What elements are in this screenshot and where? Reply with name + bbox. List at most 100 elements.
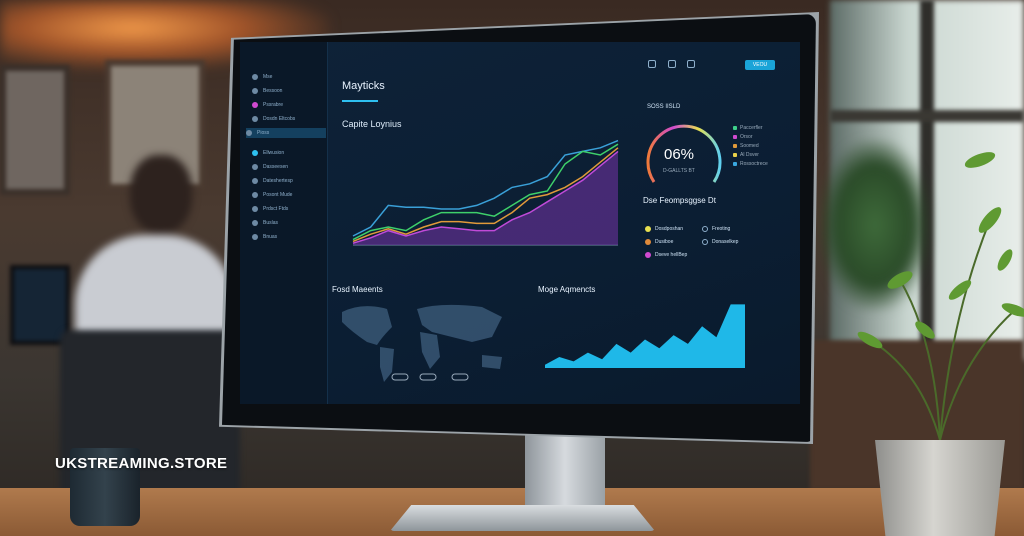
main-chart-title: Capite Loynius (342, 119, 402, 129)
status-dot-icon (645, 252, 651, 258)
status-dot-icon (645, 239, 651, 245)
sidebar-item-icon (252, 116, 258, 122)
sidebar-item[interactable]: Bnuas (252, 232, 277, 242)
sidebar-item-label: Dateshertesp (263, 178, 293, 184)
legend-label: Al Dsver (740, 152, 759, 158)
page-title: Mayticks (342, 80, 385, 92)
sidebar-item-label: Dosdn Eltcobs (263, 116, 296, 122)
list-item[interactable]: Freoting (702, 226, 730, 232)
sidebar-item-label: Dasseesen (263, 164, 289, 170)
sidebar-item-icon (252, 102, 258, 108)
dashboard-screen: Mse Bessoon Pssrabre Dosdn Eltcobs Pioss Ellw… (240, 42, 800, 404)
world-map (342, 304, 502, 382)
sidebar-item[interactable]: Bessoon (252, 86, 282, 96)
sidebar-item-label: Ellwusion (263, 150, 285, 156)
refresh-icon[interactable] (648, 60, 656, 68)
monitor-stand (525, 425, 605, 513)
sidebar-item-label: Bessoon (263, 88, 283, 94)
sidebar-item[interactable]: Posont Mude (252, 190, 292, 200)
legend-label: Paccerfler (740, 125, 763, 131)
legend-swatch (733, 135, 737, 139)
legend-label: Rossoctrece (740, 161, 768, 167)
legend-label: Orsor (740, 134, 753, 140)
sidebar-item[interactable]: Dasseesen (252, 162, 288, 172)
sidebar-item[interactable]: Buslas (252, 218, 278, 228)
sidebar-item[interactable]: Prdsct Ftds (252, 204, 288, 214)
blue-area-chart (545, 304, 745, 368)
background-plant (820, 140, 930, 310)
sidebar-item[interactable]: Mse (252, 72, 272, 82)
legend-swatch (733, 126, 737, 130)
trend-area (545, 304, 745, 368)
sidebar-item-icon (252, 220, 258, 226)
gauge-legend-item: Rossoctrece (733, 161, 768, 167)
potted-plant (857, 152, 1024, 441)
area-fill (353, 151, 618, 245)
sidebar-item-icon (246, 130, 252, 136)
sidebar-item-label: Buslas (263, 220, 279, 226)
sidebar-item-icon (252, 74, 258, 80)
status-dot-icon (645, 226, 651, 232)
list-item[interactable]: Dosdposhan (645, 226, 683, 232)
background-monitor (10, 265, 70, 345)
status-dot-icon (702, 226, 708, 232)
sidebar-item-label: Bnuas (263, 234, 278, 240)
sidebar-item-label: Posont Mude (263, 192, 293, 198)
sidebar-item-icon (252, 178, 258, 184)
series-line-orange (352, 147, 619, 243)
sidebar-item[interactable]: Dosdn Eltcobs (252, 114, 295, 124)
sidebar-item[interactable]: Pssrabre (252, 100, 283, 110)
sidebar-item-label: Pioss (257, 130, 270, 136)
sidebar-item[interactable]: Dateshertesp (252, 176, 293, 186)
sidebar-item[interactable]: Ellwusion (252, 148, 284, 158)
gauge-chart (646, 124, 722, 183)
series-line-green (352, 143, 619, 241)
legend-swatch (733, 153, 737, 157)
window-frame (830, 110, 1024, 122)
sidebar: Mse Bessoon Pssrabre Dosdn Eltcobs Pioss Ellw… (240, 42, 328, 404)
sidebar-item-icon (252, 206, 258, 212)
legend-swatch (733, 162, 737, 166)
sidebar-item-label: Pssrabre (263, 102, 284, 108)
series-line-purple (352, 150, 619, 244)
trend-chart-title: Moge Aqmencts (538, 285, 596, 294)
list-item[interactable]: Dusiboe (645, 239, 673, 245)
sidebar-item-icon (252, 164, 258, 170)
gauge-legend-item: Soomed (733, 143, 759, 149)
wall-picture-frame (0, 65, 70, 195)
list-item-label: Freoting (712, 226, 731, 232)
monitor-stand-base (390, 505, 655, 531)
sidebar-item-icon (252, 234, 258, 240)
list-item[interactable]: Dseve hellBep (645, 252, 687, 258)
export-icon[interactable] (687, 60, 695, 68)
sidebar-item-label: Prdsct Ftds (263, 206, 289, 212)
list-item-label: Dseve hellBep (655, 252, 688, 258)
sidebar-item-icon (252, 88, 258, 94)
gauge-title: SOSS IISLD (647, 104, 681, 110)
gauge-arc (646, 124, 722, 183)
gauge-value: 06% (664, 146, 695, 163)
gauge-legend-item: Al Dsver (733, 152, 759, 158)
gauge-legend-item: Orsor (733, 134, 753, 140)
legend-swatch (733, 144, 737, 148)
area-line-chart (352, 139, 619, 246)
list-item[interactable]: Donaselkep (702, 239, 738, 245)
list-item-label: Donaselkep (712, 239, 739, 245)
sidebar-item-label: Mse (263, 74, 273, 80)
gauge-legend-item: Paccerfler (733, 125, 763, 131)
status-dot-icon (702, 239, 708, 245)
save-icon[interactable] (668, 60, 676, 68)
title-underline (342, 100, 378, 102)
legend-label: Soomed (740, 143, 759, 149)
list-item-label: Dusiboe (655, 239, 674, 245)
top-action-button[interactable]: VEOU (745, 60, 775, 70)
plant-pot (875, 440, 1005, 536)
sidebar-item-icon (252, 150, 258, 156)
sidebar-item-icon (252, 192, 258, 198)
list-item-label: Dosdposhan (655, 226, 684, 232)
map-title: Fosd Maeents (332, 285, 383, 294)
sidebar-item[interactable]: Pioss (246, 128, 326, 138)
gauge-subtitle: D-GALLTS BT (663, 168, 695, 174)
watermark: UKSTREAMING.STORE (55, 455, 228, 472)
series-line-blue (352, 139, 619, 237)
